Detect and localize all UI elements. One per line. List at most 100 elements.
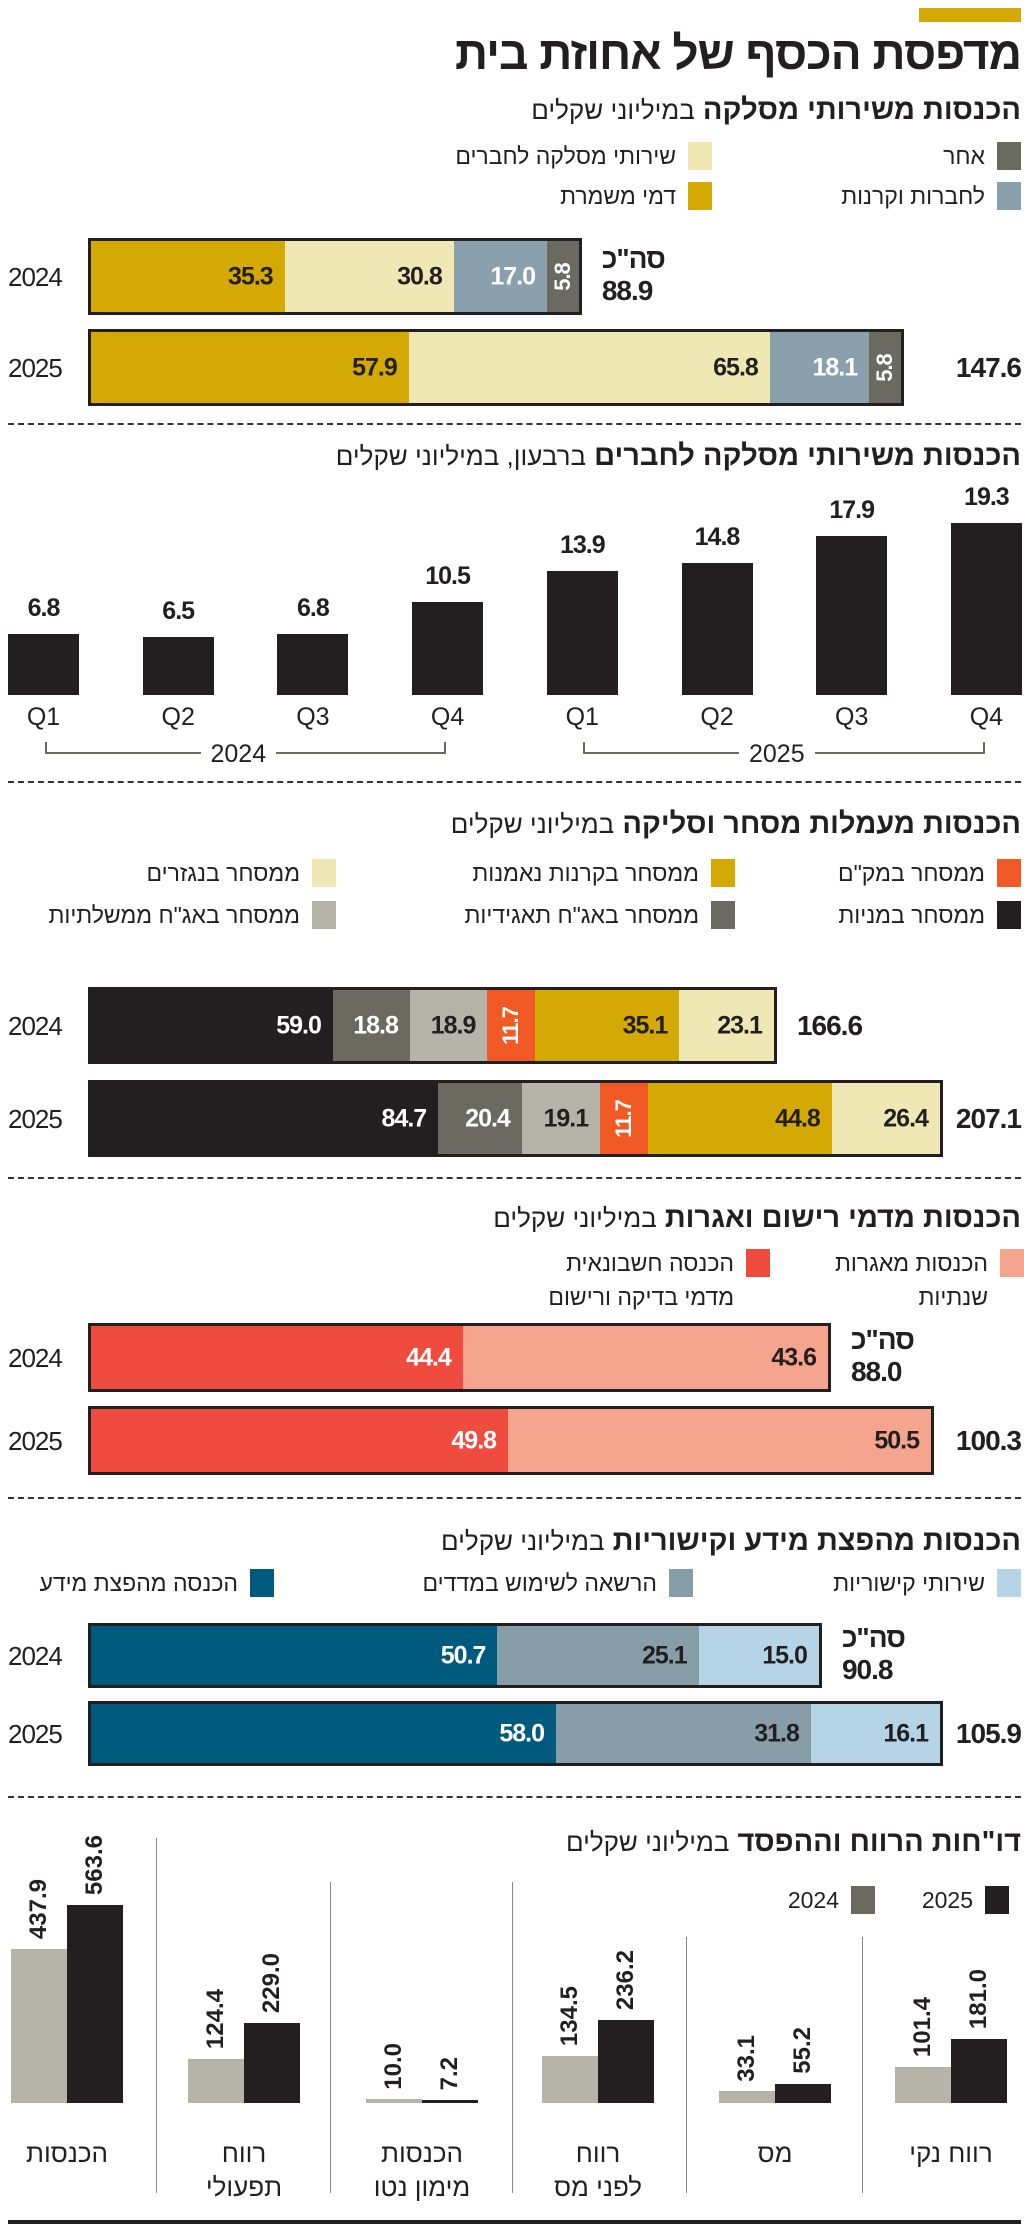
bar-segment: 35.1 xyxy=(535,990,680,1061)
legend-label: הרשאה לשימוש במדדים xyxy=(422,1570,657,1596)
pnl-bar xyxy=(719,2091,775,2103)
bar-segment: 49.8 xyxy=(91,1409,509,1472)
segment-value: 15.0 xyxy=(762,1641,808,1669)
total-label: סה"כ xyxy=(841,1621,906,1653)
bar-segment: 65.8 xyxy=(408,332,770,403)
legend-label: ממסחר באג"ח תאגידיות xyxy=(464,902,699,928)
legend-swatch xyxy=(997,1569,1021,1597)
column-value: 13.9 xyxy=(559,531,606,560)
stacked-bar: 57.9 65.8 18.1 5.8 xyxy=(88,329,904,406)
chart-title-unit: במיליוני שקלים xyxy=(493,1203,657,1233)
pnl-value: 7.2 xyxy=(436,2057,463,2091)
segment-value: 16.1 xyxy=(883,1719,929,1747)
chart-title-bold: הכנסות מהפצת מידע וקישוריות xyxy=(612,1525,1021,1557)
total-value: 100.3 xyxy=(955,1424,1022,1456)
legend-label: שירותי קישוריות xyxy=(833,1570,985,1596)
pnl-value: 181.0 xyxy=(965,1969,992,2030)
category-label: רווח לפני מס xyxy=(553,2138,643,2202)
pnl-bar xyxy=(895,2067,951,2103)
segment-value: 11.7 xyxy=(611,1099,637,1138)
bar-segment: 26.4 xyxy=(831,1083,940,1154)
segment-value: 65.8 xyxy=(713,353,759,381)
year-label: 2025 xyxy=(8,1718,63,1749)
segment-value: 11.7 xyxy=(498,1006,524,1045)
bar-segment: 15.0 xyxy=(698,1626,819,1685)
chart-title-pnl: דו"חות הרווח וההפסד במיליוני שקלים xyxy=(566,1826,1021,1859)
segment-value: 50.7 xyxy=(440,1641,487,1669)
bar-segment: 31.8 xyxy=(555,1704,811,1763)
stacked-bar: 58.0 31.8 16.1 xyxy=(88,1701,943,1766)
bar-segment: 19.1 xyxy=(521,1083,601,1154)
segment-value: 26.4 xyxy=(883,1104,929,1132)
segment-value: 19.1 xyxy=(543,1104,589,1132)
column-value: 19.3 xyxy=(964,483,1010,512)
pnl-value: 55.2 xyxy=(789,2026,816,2074)
pnl-value: 236.2 xyxy=(612,1949,639,2011)
segment-value: 18.8 xyxy=(353,1011,399,1039)
divider xyxy=(8,423,1021,425)
bar-segment: 44.8 xyxy=(648,1083,832,1154)
segment-value: 43.6 xyxy=(771,1343,817,1371)
legend-swatch xyxy=(997,182,1021,210)
stacked-bar: 49.8 50.5 xyxy=(88,1406,934,1475)
legend-swatch xyxy=(711,859,735,887)
column-bar xyxy=(412,601,484,695)
chart-title-bold: הכנסות מעמלות מסחר וסליקה xyxy=(622,808,1021,840)
year-label: 2025 xyxy=(8,1103,63,1134)
bar-segment: 18.8 xyxy=(332,990,410,1061)
total-value: 207.1 xyxy=(955,1102,1022,1134)
column-value: 14.8 xyxy=(694,523,741,552)
pnl-value: 101.4 xyxy=(909,1997,936,2058)
column-bar xyxy=(546,571,618,695)
pnl-bar xyxy=(67,1905,123,2103)
category-label: הכנסות xyxy=(25,2138,108,2168)
chart-title-unit: במיליוני שקלים xyxy=(531,95,695,125)
chart-title-bold: הכנסות משירותי מסלקה לחברים xyxy=(594,440,1021,472)
total-label: סה"כ xyxy=(601,242,666,274)
pnl-value: 563.6 xyxy=(81,1834,108,1896)
legend-label: ממסחר במק"ם xyxy=(838,860,985,886)
chart-title-bold: הכנסות משירותי מסלקה xyxy=(702,94,1021,126)
bar-segment: 58.0 xyxy=(91,1704,556,1763)
total-value: 105.9 xyxy=(955,1717,1022,1749)
segment-value: 18.1 xyxy=(812,353,858,381)
legend-swatch xyxy=(851,1886,875,1914)
pnl-value: 134.5 xyxy=(556,1985,583,2046)
bar-segment: 25.1 xyxy=(497,1626,699,1685)
pnl-bar xyxy=(11,1949,67,2103)
column-value: 17.9 xyxy=(829,495,875,524)
pnl-bar xyxy=(598,2020,654,2103)
chart-title-bold: הכנסות מדמי רישום ואגרות xyxy=(664,1202,1021,1234)
column-bar xyxy=(142,637,214,695)
legend-swatch xyxy=(688,142,712,170)
chart-title-trading: הכנסות מעמלות מסחר וסליקה במיליוני שקלים xyxy=(451,808,1021,841)
total-value: 166.6 xyxy=(796,1009,863,1041)
segment-value: 59.0 xyxy=(276,1011,322,1039)
year-bracket-label: 2025 xyxy=(739,740,815,769)
stacked-bar: 44.4 43.6 xyxy=(88,1323,831,1392)
pnl-bar xyxy=(188,2059,244,2103)
quarter-label: Q2 xyxy=(700,703,734,731)
segment-value: 30.8 xyxy=(397,262,443,290)
quarter-label: Q4 xyxy=(969,703,1004,731)
segment-value: 5.8 xyxy=(872,353,898,382)
quarter-label: Q3 xyxy=(835,703,869,731)
bar-segment: 44.4 xyxy=(91,1326,463,1389)
divider xyxy=(8,1796,1021,1798)
bottom-rule xyxy=(8,2220,1021,2224)
chart-title-data: הכנסות מהפצת מידע וקישוריות במיליוני שקל… xyxy=(441,1525,1021,1558)
legend-swatch xyxy=(312,859,336,887)
segment-value: 35.1 xyxy=(622,1011,669,1039)
column-bar xyxy=(8,634,79,695)
group-separator xyxy=(686,1937,687,2193)
bar-segment: 43.6 xyxy=(462,1326,828,1389)
segment-value: 35.3 xyxy=(228,262,274,290)
bar-segment: 18.1 xyxy=(769,332,870,403)
legend-label: דמי משמרת xyxy=(560,183,676,209)
group-separator xyxy=(862,1937,863,2193)
segment-value: 23.1 xyxy=(717,1011,763,1039)
segment-value: 84.7 xyxy=(381,1104,428,1132)
segment-value: 58.0 xyxy=(499,1719,545,1747)
legend-label: 2024 xyxy=(787,1887,839,1913)
total-value: 88.0 xyxy=(850,1355,902,1387)
